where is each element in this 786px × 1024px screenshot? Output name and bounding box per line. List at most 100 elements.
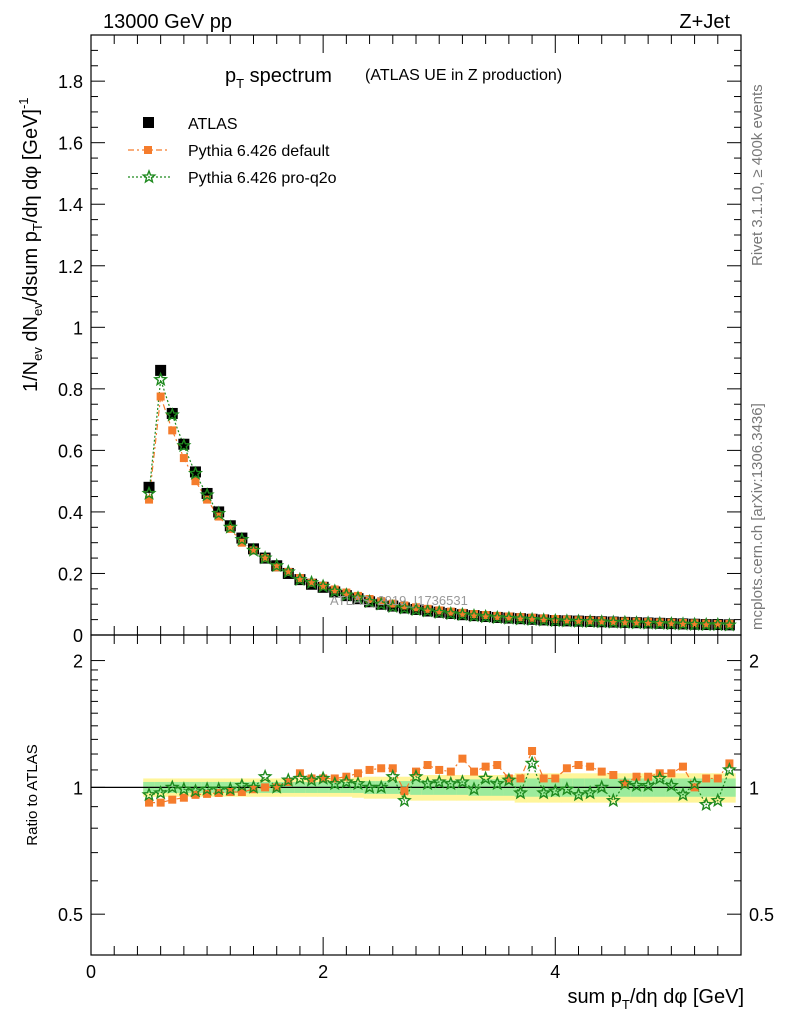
ratio-proq2o-point [710, 792, 726, 808]
atlas-point [236, 532, 248, 544]
ratio-proq2o-point [652, 770, 668, 785]
default-point [678, 619, 687, 627]
legend-marker-atlas [143, 117, 154, 128]
default-point [365, 595, 374, 603]
default-point [725, 619, 734, 628]
ratio-proq2o-point [385, 768, 401, 784]
proq2o-point [315, 578, 331, 593]
default-point [330, 585, 339, 594]
ratio-default-point [353, 769, 362, 778]
atlas-point [189, 466, 201, 478]
main-y-tick-label: 1.6 [58, 134, 83, 154]
ratio-default-point [388, 764, 397, 773]
ratio-y-axis-label: Ratio to ATLAS [24, 744, 41, 845]
ratio-proq2o-point [176, 781, 192, 796]
ratio-default-point [609, 770, 618, 779]
default-point [388, 599, 397, 608]
ratio-default-point [586, 762, 595, 771]
default-point [156, 392, 165, 401]
ratio-proq2o-point [350, 775, 366, 791]
ratio-proq2o-point [222, 781, 238, 796]
proq2o-point [199, 487, 215, 502]
ratio-proq2o-point [164, 779, 180, 794]
default-point [319, 581, 328, 590]
proq2o-point [501, 610, 517, 625]
ratio-default-point [470, 767, 479, 776]
proq2o-point [164, 407, 180, 422]
default-point [435, 606, 444, 615]
ratio-proq2o-point [327, 775, 343, 791]
atlas-point [201, 487, 213, 499]
ratio-default-point [179, 793, 188, 802]
proq2o-point [269, 557, 285, 573]
proq2o-point [420, 603, 436, 618]
main-y-tick-label: 1.2 [58, 257, 83, 277]
proq2o-point [234, 531, 250, 547]
main-y-axis-label: 1/Nev dNev/dsum pT/dη dφ [GeV]-1 [16, 97, 45, 392]
proq2o-point [245, 542, 262, 557]
ratio-proq2o-point [605, 792, 621, 808]
ratio-default-point [237, 788, 246, 797]
ratio-default-point [435, 765, 444, 774]
ratio-proq2o-point [187, 783, 204, 798]
proq2o-point [373, 596, 389, 611]
ratio-default-point [678, 762, 687, 771]
ratio-proq2o-point [141, 786, 157, 802]
ratio-default-point [528, 746, 537, 755]
ratio-default-point [539, 774, 548, 783]
legend-marker-default [144, 146, 152, 154]
ratio-proq2o-point [617, 775, 633, 791]
main-y-tick-label: 0.8 [58, 380, 83, 400]
ratio-proq2o-point [153, 785, 169, 800]
default-point [145, 495, 154, 504]
ratio-proq2o-point [292, 770, 308, 785]
ratio-proq2o-point [269, 779, 285, 794]
proq2o-point [338, 587, 354, 602]
proq2o-point [176, 437, 192, 453]
ratio-proq2o-point [582, 784, 598, 800]
proq2o-point [454, 606, 470, 622]
rivet-label: Rivet 3.1.10, ≥ 400k events [749, 84, 766, 266]
ratio-default-point [551, 774, 560, 783]
ratio-default-point [214, 788, 223, 797]
ratio-plot-panel: 0.5 0.5 1 1 2 2 0 2 4 Ratio to ATLAS sum pT/dη d… [24, 634, 774, 1012]
proq2o-point [222, 519, 238, 534]
proq2o-point [327, 583, 343, 598]
default-point [377, 597, 386, 606]
ratio-proq2o-point [536, 784, 552, 800]
atlas-point [213, 506, 225, 518]
proq2o-point [512, 611, 529, 626]
process-label: Z+Jet [679, 11, 730, 33]
proq2o-point [489, 609, 505, 625]
default-point [168, 426, 177, 435]
atlas-point [155, 364, 167, 376]
default-point [284, 567, 293, 576]
x-tick-label: 0 [86, 962, 96, 982]
legend-marker-proq2o [141, 169, 157, 184]
ratio-proq2o-point [338, 774, 354, 789]
main-y-tick-label: 1 [73, 318, 83, 338]
ratio-proq2o-point [234, 777, 250, 792]
ratio-proq2o-point [547, 783, 563, 798]
proq2o-point [211, 505, 227, 520]
mcplots-label: mcplots.cern.ch [arXiv:1306.3436] [749, 403, 766, 630]
proq2o-point [431, 604, 447, 619]
proq2o-point [559, 613, 575, 628]
legend-item-proq2o: Pythia 6.426 pro-q2o [188, 170, 337, 187]
proq2o-point [443, 605, 459, 621]
proq2o-point [536, 612, 552, 627]
ratio-default-point [620, 779, 629, 788]
default-point [191, 477, 200, 486]
ratio-proq2o-point [512, 785, 529, 800]
default-point [609, 617, 618, 626]
default-point [528, 613, 537, 622]
ratio-proq2o-point [501, 772, 517, 787]
series-line-proq2o [148, 379, 730, 626]
proq2o-point [362, 593, 378, 609]
main-y-tick-label: 1.4 [58, 195, 83, 215]
ratio-y-tick-label-right: 0.5 [749, 905, 774, 925]
ratio-proq2o-point [443, 775, 459, 791]
proq2o-point [582, 613, 598, 629]
ratio-default-point [145, 798, 154, 807]
proq2o-point [605, 614, 621, 629]
